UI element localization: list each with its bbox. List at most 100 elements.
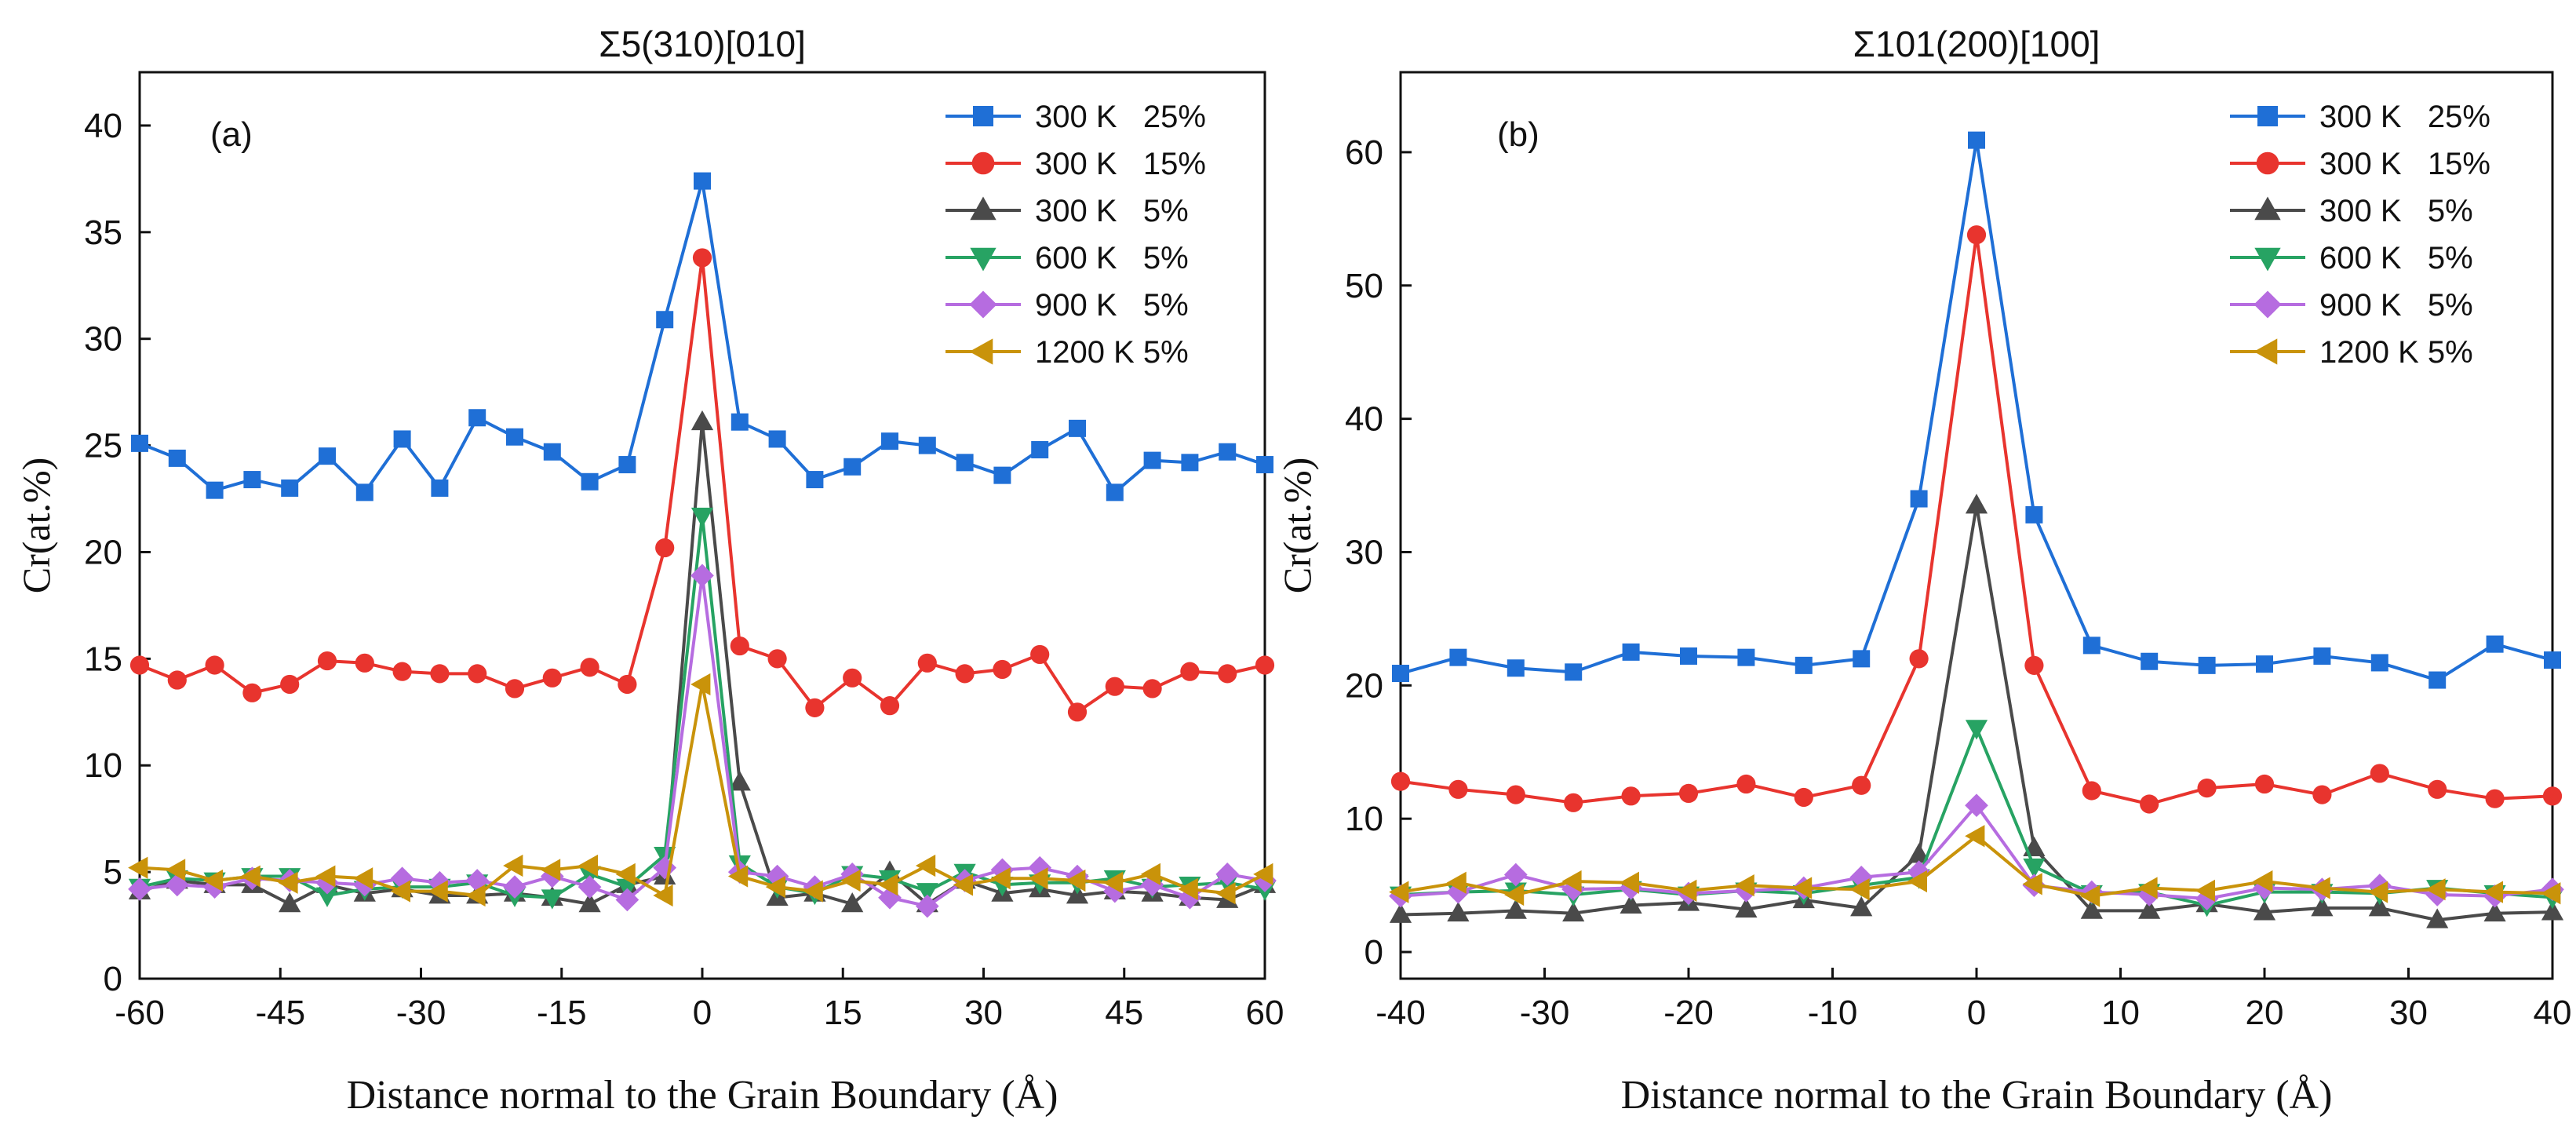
legend-label: 300 K 5% — [2319, 194, 2473, 228]
data-point — [1143, 451, 1161, 469]
data-point — [1965, 494, 1988, 514]
data-point — [1907, 843, 1930, 863]
data-point — [165, 859, 186, 881]
x-tick-label: -60 — [115, 994, 165, 1032]
series-5 — [128, 673, 1273, 907]
data-point — [690, 673, 711, 696]
data-point — [2426, 908, 2449, 928]
data-point — [542, 668, 562, 688]
data-point — [1447, 901, 1470, 922]
data-point — [843, 668, 862, 688]
data-point — [2370, 764, 2389, 783]
legend-marker — [970, 196, 997, 221]
data-point — [765, 876, 785, 899]
legend-label: 900 K 5% — [2319, 288, 2473, 323]
data-point — [578, 875, 602, 899]
y-tick-label: 25 — [84, 427, 122, 465]
data-point — [2311, 896, 2334, 917]
data-point — [653, 884, 673, 907]
data-point — [315, 865, 336, 888]
x-tick-label: 0 — [693, 994, 712, 1032]
legend-label: 600 K 5% — [1035, 241, 1189, 275]
data-point — [1620, 893, 1642, 914]
data-point — [1030, 644, 1050, 665]
data-point — [430, 664, 450, 684]
data-point — [880, 696, 900, 716]
data-point — [690, 410, 714, 431]
data-point — [129, 655, 150, 675]
data-point — [468, 664, 487, 684]
data-point — [2022, 873, 2042, 895]
data-point — [1562, 901, 1585, 922]
x-tick-label: 0 — [1967, 994, 1986, 1032]
data-point — [990, 867, 1011, 890]
data-point — [1503, 863, 1528, 887]
data-point — [655, 538, 675, 558]
data-point — [355, 653, 374, 673]
data-point — [1446, 871, 1467, 894]
data-point — [1031, 441, 1049, 459]
data-point — [1028, 867, 1048, 890]
data-point — [315, 887, 339, 907]
data-point — [2137, 877, 2158, 899]
data-point — [317, 651, 337, 671]
x-axis-title: Distance normal to the Grain Boundary (Å… — [347, 1073, 1058, 1118]
series-2 — [1389, 494, 2564, 928]
data-point — [1564, 793, 1583, 812]
data-point — [2253, 870, 2273, 893]
series-1 — [129, 248, 1275, 722]
data-point — [767, 649, 787, 669]
data-point — [578, 892, 601, 913]
data-point — [503, 875, 526, 899]
series-0 — [1392, 131, 2561, 689]
data-point — [1966, 225, 1987, 245]
legend-marker — [969, 290, 997, 319]
x-tick-label: -15 — [537, 994, 587, 1032]
data-point — [1389, 903, 1412, 923]
data-point — [1392, 665, 1409, 683]
data-point — [1178, 877, 1198, 900]
data-point — [2141, 652, 2159, 670]
data-point — [167, 670, 187, 690]
data-point — [1907, 870, 1927, 893]
x-tick-label: -30 — [1520, 994, 1570, 1032]
data-point — [1390, 771, 1411, 791]
y-tick-label: 30 — [1345, 533, 1383, 571]
legend-label: 300 K 25% — [2319, 100, 2490, 134]
data-point — [1253, 863, 1273, 885]
data-point — [1621, 786, 1641, 806]
chart-panel-a: Σ5(310)[010] -60 -45 -30 -15 0 15 30 45 60 0 5 10 15 2… — [14, 24, 1284, 1118]
legend-marker — [970, 247, 997, 272]
data-point — [1736, 774, 1756, 794]
data-point — [2483, 881, 2503, 903]
data-point — [1219, 443, 1237, 461]
data-point — [1142, 679, 1162, 698]
data-point — [279, 892, 301, 913]
y-axis-title: Cr(at.%) — [1275, 458, 1319, 594]
data-point — [694, 172, 711, 190]
data-point — [993, 466, 1011, 484]
data-point — [1619, 871, 1639, 894]
data-point — [915, 854, 936, 877]
data-point — [465, 884, 486, 907]
data-point — [692, 248, 712, 268]
data-point — [1680, 647, 1697, 665]
data-point — [1852, 775, 1871, 795]
x-tick-label: 10 — [2101, 994, 2140, 1032]
data-point — [1069, 419, 1086, 437]
data-point — [431, 479, 449, 497]
data-point — [2080, 899, 2103, 919]
series-1 — [1390, 225, 2563, 814]
data-point — [690, 507, 714, 528]
data-point — [1504, 899, 1527, 919]
y-tick-label: 10 — [84, 746, 122, 785]
data-point — [728, 771, 751, 791]
y-tick-label: 20 — [1345, 666, 1383, 705]
legend-marker — [2254, 338, 2278, 365]
data-point — [840, 869, 861, 892]
legend-marker — [2254, 196, 2281, 221]
data-point — [1561, 870, 1582, 893]
legend-label: 600 K 5% — [2319, 241, 2473, 275]
legend-label: 300 K 25% — [1035, 100, 1206, 134]
